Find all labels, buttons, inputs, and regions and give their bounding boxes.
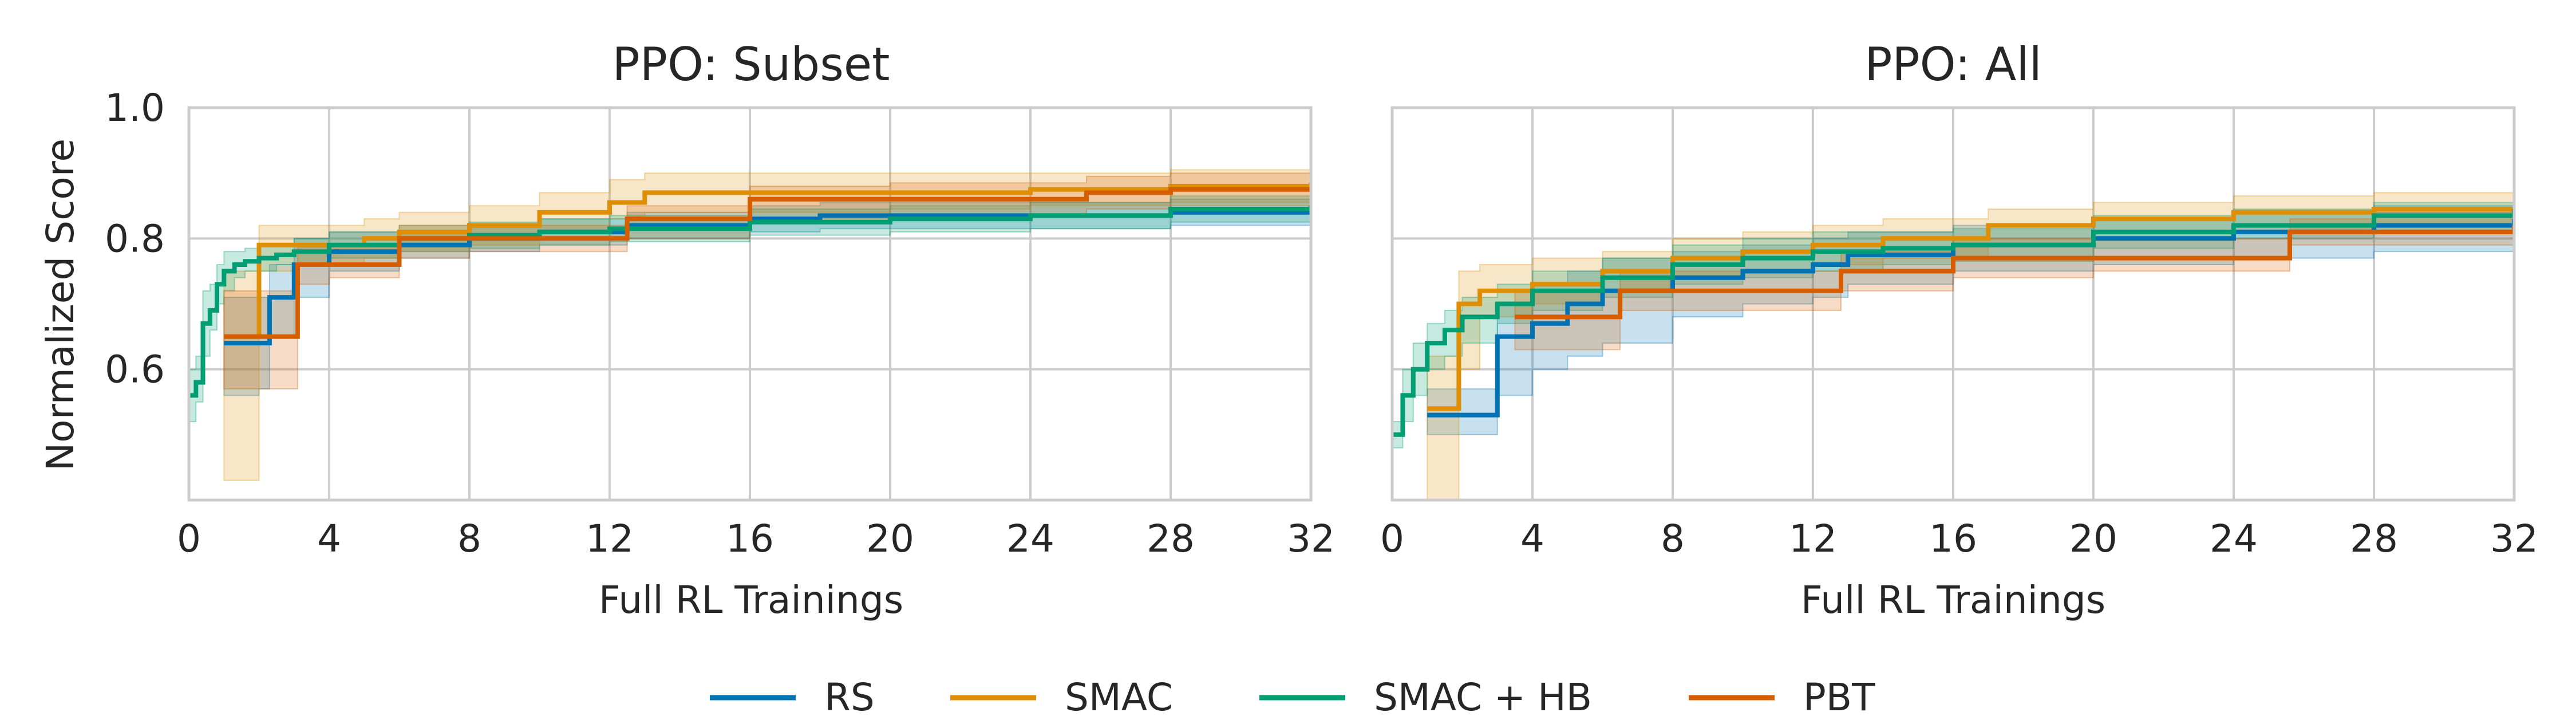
- panel-ppo-all: PPO: All Full RL Trainings 0 4 8 12 16 20 24 28…: [1380, 38, 2538, 622]
- x-tick-label: 0: [1380, 517, 1404, 561]
- series-lines: [1392, 207, 2514, 437]
- band-pbt: [223, 172, 1311, 390]
- x-tick-label: 32: [2490, 517, 2538, 561]
- x-tick-label: 24: [1006, 517, 1054, 561]
- plot-frame: [187, 106, 1313, 502]
- x-tick-label: 8: [457, 517, 481, 561]
- x-tick-label: 16: [1929, 517, 1977, 561]
- chart-title: PPO: Subset: [613, 38, 890, 91]
- x-tick-label: 20: [866, 517, 914, 561]
- y-tick-label: 1.0: [105, 86, 165, 130]
- legend-label-smac: SMAC: [1065, 675, 1173, 716]
- x-tick-label: 12: [586, 517, 634, 561]
- y-tick-label: 0.6: [105, 348, 165, 392]
- x-tick-label: 24: [2210, 517, 2258, 561]
- band-smac-hb: [189, 192, 1311, 422]
- plot-frame: [1390, 106, 2516, 502]
- legend-label-smac-hb: SMAC + HB: [1374, 675, 1592, 716]
- series-line-pbt: [224, 187, 1311, 339]
- x-axis-label: Full RL Trainings: [599, 578, 903, 622]
- x-tick-label: 28: [2350, 517, 2398, 561]
- x-tick-label: 4: [317, 517, 341, 561]
- series-line-smac-hb: [189, 206, 1311, 398]
- y-tick-label: 0.8: [105, 217, 165, 261]
- x-tick-label: 8: [1661, 517, 1685, 561]
- series-line-pbt: [1515, 225, 2514, 320]
- x-tick-label: 0: [177, 517, 201, 561]
- x-axis-label: Full RL Trainings: [1801, 578, 2105, 622]
- legend-label-rs: RS: [824, 675, 875, 716]
- series-line-smac: [1427, 207, 2514, 411]
- x-tick-labels: 0 4 8 12 16 20 24 28 32: [177, 517, 1335, 561]
- grid: [188, 107, 1312, 500]
- panel-ppo-subset: PPO: Subset Normalized Score Full RL Tra…: [38, 38, 1335, 622]
- band-pbt: [1514, 206, 2514, 351]
- x-tick-label: 28: [1147, 517, 1195, 561]
- series-line-smac-hb: [1392, 209, 2514, 437]
- x-tick-label: 4: [1520, 517, 1544, 561]
- series-lines: [189, 183, 1311, 398]
- y-tick-labels: 0.6 0.8 1.0: [105, 86, 165, 392]
- legend-label-pbt: PBT: [1803, 675, 1875, 716]
- legend: RS SMAC SMAC + HB PBT: [710, 675, 1875, 716]
- series-line-rs: [1427, 219, 2514, 418]
- x-tick-label: 20: [2069, 517, 2117, 561]
- y-axis-label: Normalized Score: [38, 139, 82, 471]
- chart-title: PPO: All: [1864, 38, 2042, 91]
- x-tick-label: 12: [1789, 517, 1837, 561]
- x-tick-label: 32: [1287, 517, 1335, 561]
- x-tick-labels: 0 4 8 12 16 20 24 28 32: [1380, 517, 2538, 561]
- x-tick-label: 16: [726, 517, 774, 561]
